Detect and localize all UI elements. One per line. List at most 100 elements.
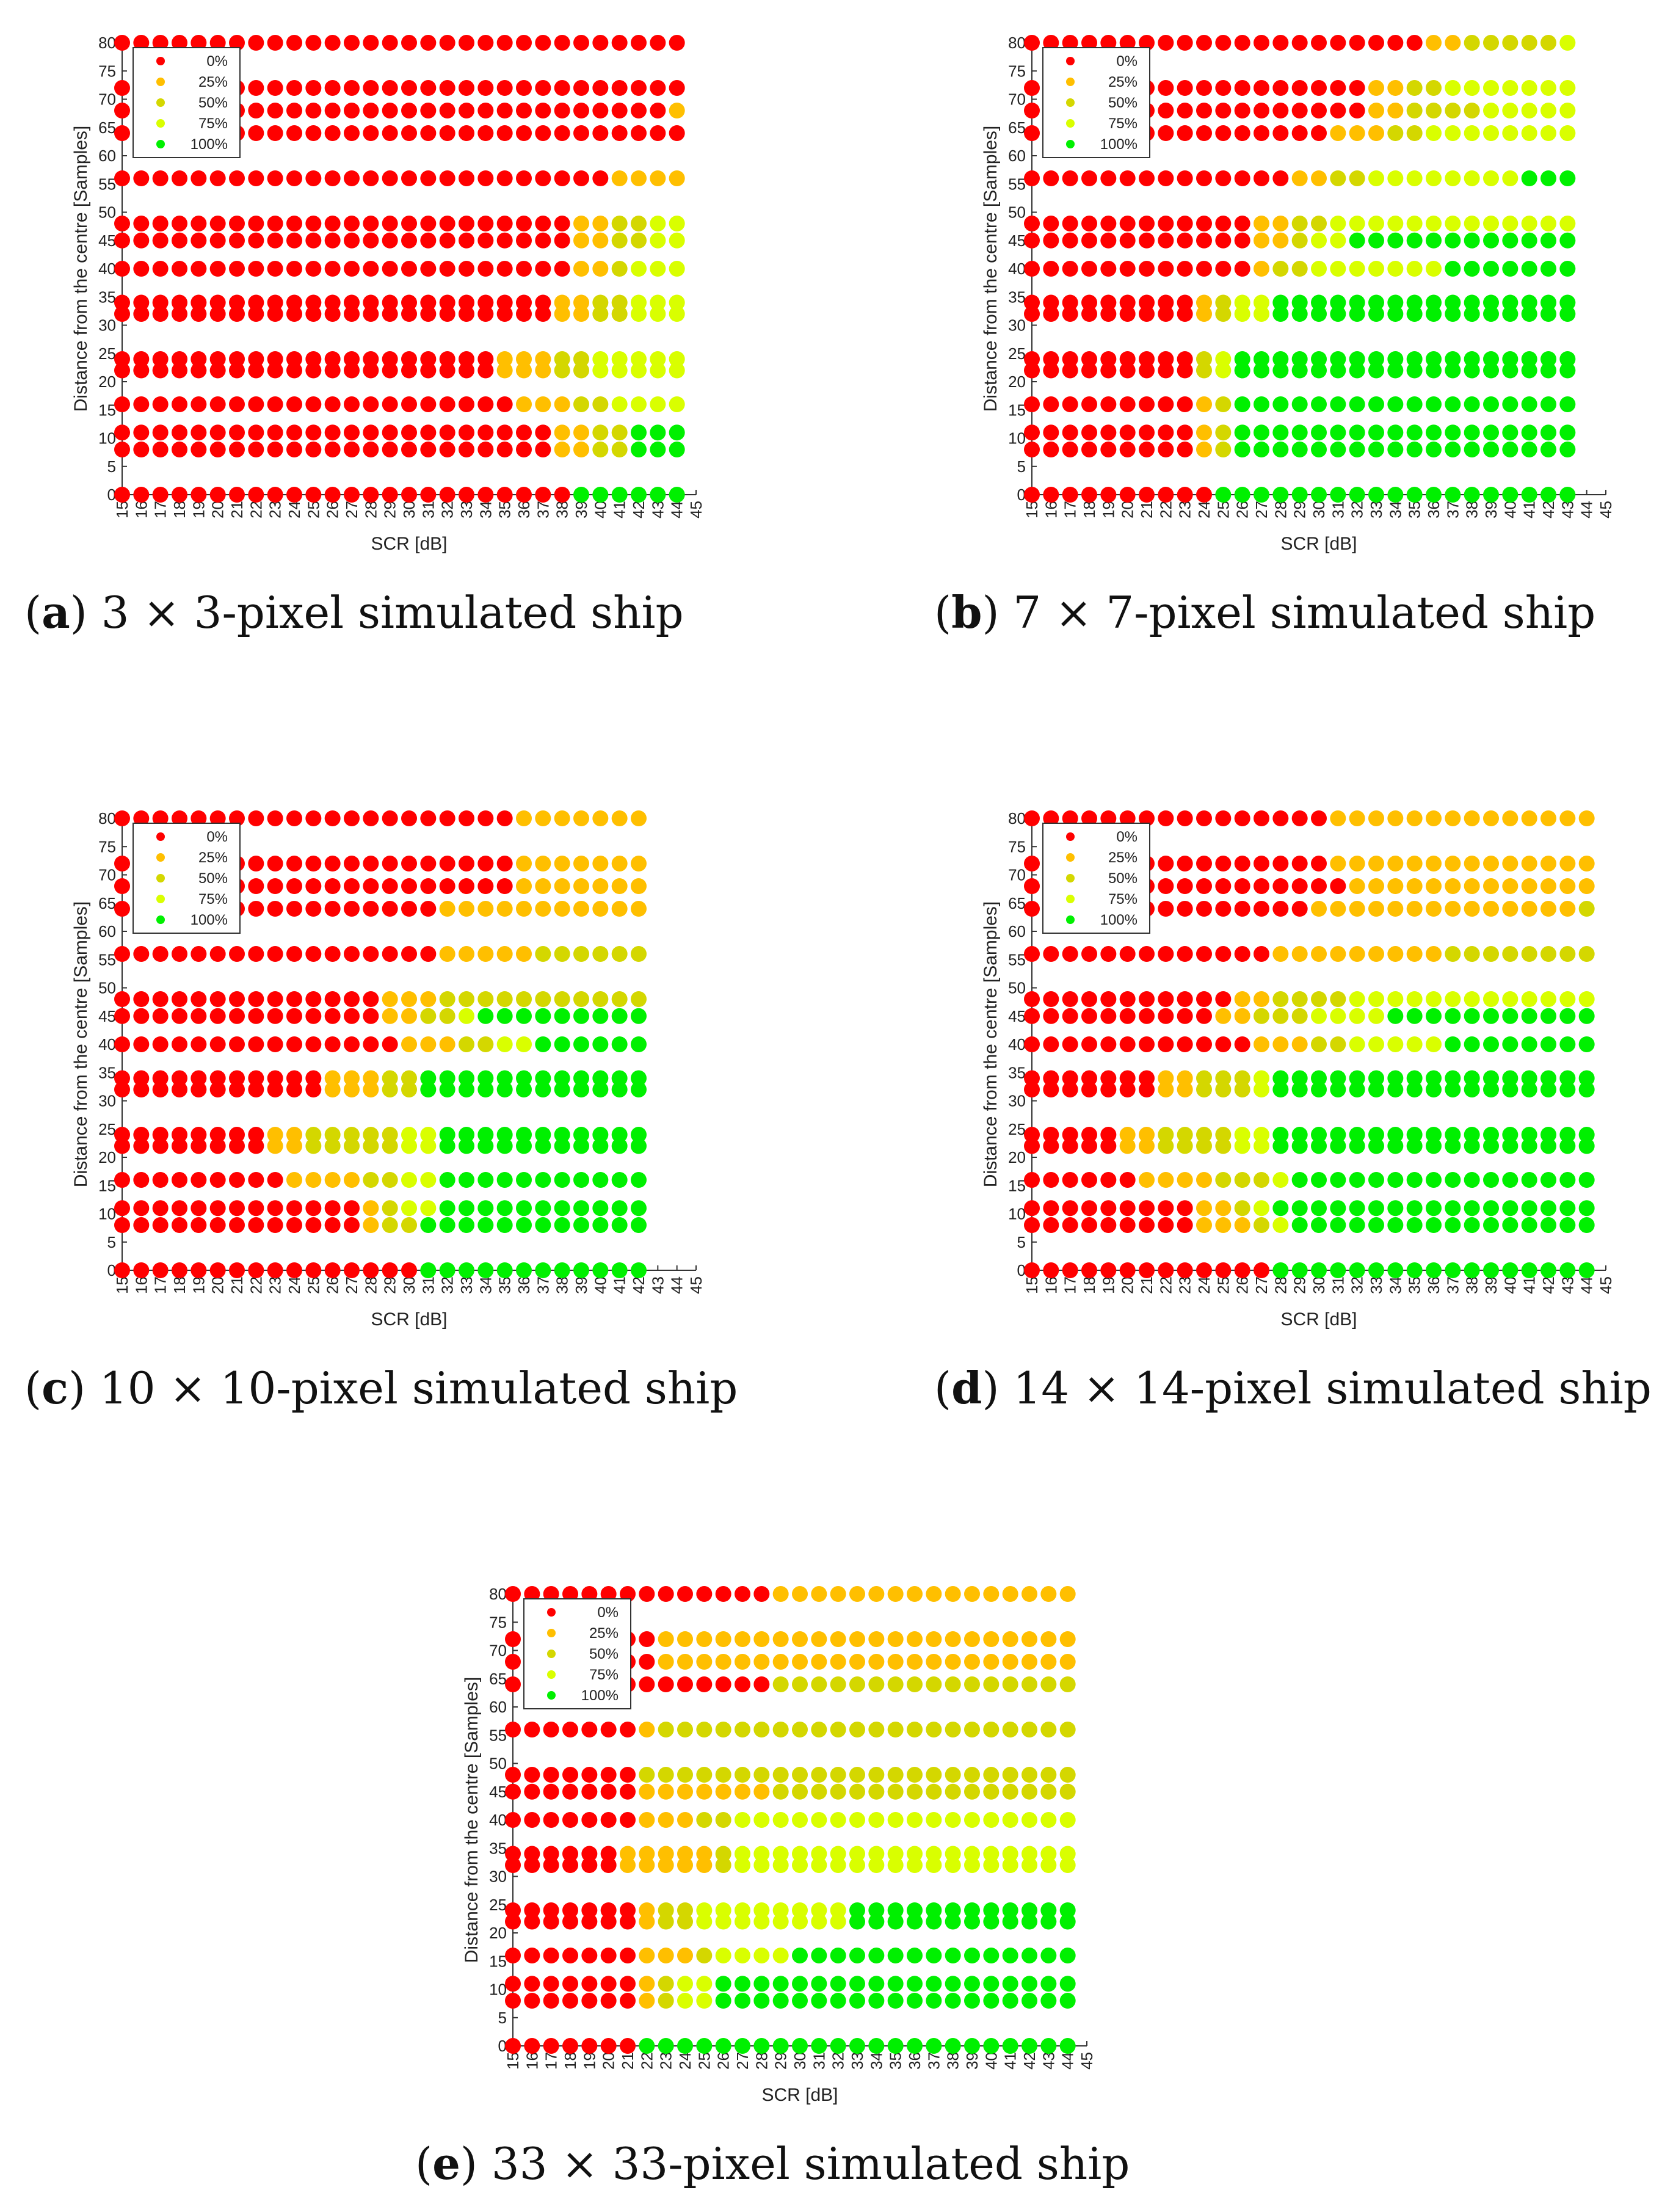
y-tick-label: 30 [98, 316, 116, 335]
y-tick-label: 50 [98, 203, 116, 222]
data-point [650, 396, 666, 412]
data-point [286, 351, 302, 367]
data-point [1483, 1200, 1499, 1217]
data-point [592, 306, 609, 322]
caption-c: (c) 10 × 10-pixel simulated ship [24, 1362, 738, 1414]
points-group [114, 35, 685, 503]
data-point [669, 351, 685, 367]
data-point [1158, 442, 1174, 457]
data-point [1024, 261, 1040, 277]
data-point [1521, 878, 1537, 894]
data-point [1158, 1070, 1174, 1086]
data-point [658, 1783, 674, 1800]
data-point [535, 306, 551, 322]
data-point [133, 261, 150, 277]
data-point [562, 1948, 578, 1963]
data-point [631, 216, 647, 231]
data-point [753, 1767, 770, 1783]
data-point [592, 35, 609, 51]
data-point [286, 103, 302, 118]
data-point [1559, 1070, 1576, 1086]
data-point [439, 261, 455, 277]
legend-marker [156, 915, 165, 924]
data-point [344, 351, 360, 367]
data-point [1215, 487, 1232, 503]
data-point [344, 442, 360, 457]
caption-e: (e) 33 × 33-pixel simulated ship [415, 2137, 1130, 2189]
data-point [1254, 810, 1269, 826]
data-point [1387, 991, 1404, 1007]
legend-box [1042, 823, 1150, 934]
data-point [1483, 232, 1499, 249]
data-point [964, 1948, 980, 1963]
data-point [1540, 170, 1556, 186]
data-point [631, 856, 647, 871]
data-point [496, 901, 513, 917]
y-tick-label: 75 [98, 62, 116, 80]
data-point [344, 878, 360, 894]
data-point [964, 1993, 980, 2009]
data-point [1559, 362, 1576, 379]
data-point [631, 1082, 647, 1097]
data-point [516, 294, 532, 311]
data-point [1158, 424, 1174, 441]
data-point [439, 442, 455, 457]
chart-panel-a: 0 5 10 15 20 25 30 35 40 45 50 55 60 65 70 75 80 15 16 17 18… [61, 24, 708, 568]
data-point [772, 1976, 789, 1992]
data-point [363, 1070, 379, 1086]
data-point [581, 1857, 598, 1873]
data-point [1119, 1262, 1136, 1278]
data-point [945, 1783, 961, 1800]
data-point [1177, 80, 1193, 96]
data-point [1062, 232, 1078, 249]
data-point [677, 1976, 693, 1992]
data-point [1559, 878, 1576, 894]
data-point [209, 442, 226, 457]
data-point [305, 1200, 322, 1217]
data-point [172, 1262, 187, 1278]
data-point [868, 1812, 885, 1828]
data-point [592, 1082, 609, 1097]
data-point [1464, 424, 1480, 441]
y-tick-label: 5 [1017, 457, 1026, 476]
data-point [439, 216, 455, 231]
data-point [401, 216, 417, 231]
data-point [792, 1913, 808, 1930]
x-tick-label: 21 [228, 501, 246, 518]
data-point [505, 1722, 521, 1737]
data-point [1311, 878, 1327, 894]
data-point [1024, 232, 1040, 249]
data-point [1177, 35, 1193, 51]
data-point [1291, 424, 1308, 441]
legend-label: 50% [1108, 870, 1138, 887]
data-point [286, 1070, 302, 1086]
data-point [1024, 125, 1040, 141]
data-point [1521, 306, 1537, 322]
data-point [1559, 442, 1576, 457]
data-point [945, 1913, 961, 1930]
data-point [1330, 261, 1346, 277]
data-point [382, 1262, 398, 1278]
data-point [1234, 901, 1250, 917]
data-point [1445, 1127, 1461, 1143]
data-point [1100, 991, 1117, 1007]
data-point [650, 351, 666, 367]
data-point [1291, 232, 1308, 249]
data-point [554, 442, 570, 457]
data-point [305, 216, 322, 231]
data-point [420, 1200, 437, 1217]
data-point [611, 856, 628, 871]
data-point [459, 1070, 474, 1086]
data-point [209, 1008, 226, 1024]
data-point [1234, 170, 1250, 186]
x-tick-label: 35 [1406, 1276, 1424, 1294]
data-point [811, 1654, 827, 1670]
data-point [1119, 1200, 1136, 1217]
data-point [1464, 1070, 1480, 1086]
data-point [554, 878, 570, 894]
data-point [324, 216, 341, 231]
data-point [650, 103, 666, 118]
data-point [420, 1127, 437, 1143]
data-point [849, 1976, 865, 1992]
data-point [1040, 1976, 1057, 1992]
